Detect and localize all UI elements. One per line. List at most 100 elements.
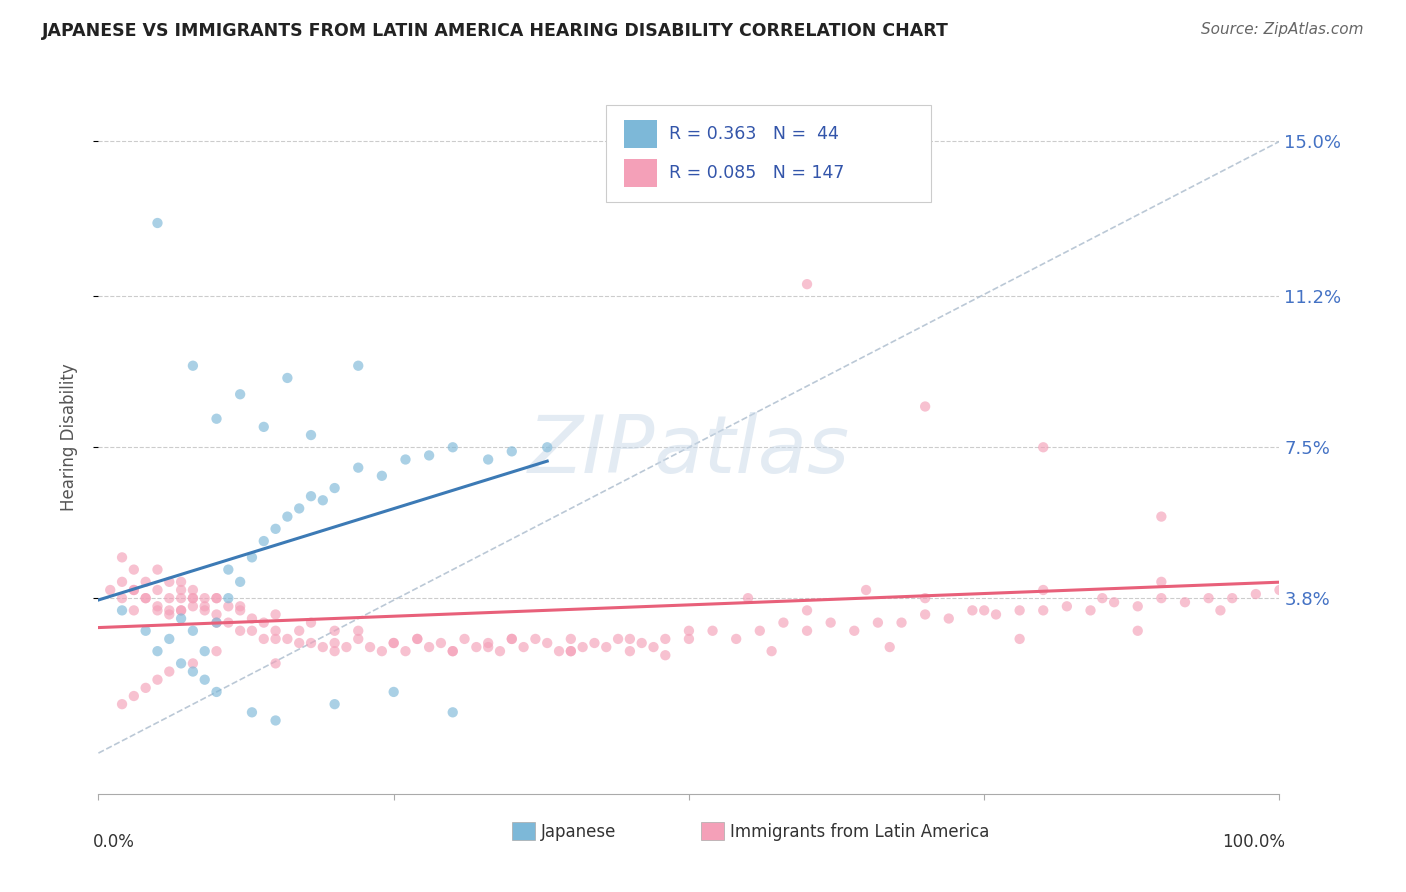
Point — [1150, 574, 1173, 589]
Point — [276, 371, 298, 385]
Point — [607, 632, 630, 646]
Point — [217, 599, 239, 614]
Point — [264, 657, 287, 671]
Point — [347, 632, 370, 646]
Point — [229, 624, 252, 638]
Point — [146, 603, 169, 617]
Point — [135, 574, 157, 589]
Point — [1268, 582, 1291, 597]
Point — [1080, 603, 1102, 617]
Point — [135, 591, 157, 606]
FancyBboxPatch shape — [606, 105, 931, 202]
Point — [406, 632, 429, 646]
Point — [560, 644, 582, 658]
Point — [217, 591, 239, 606]
Point — [323, 481, 346, 495]
Point — [1198, 591, 1220, 606]
Point — [229, 574, 252, 589]
Point — [288, 624, 311, 638]
Point — [111, 574, 134, 589]
Point — [240, 611, 263, 625]
Point — [170, 591, 193, 606]
Point — [240, 624, 263, 638]
Point — [253, 615, 276, 630]
Point — [181, 599, 204, 614]
Point — [347, 624, 370, 638]
Point — [205, 615, 228, 630]
Point — [441, 644, 464, 658]
Point — [111, 591, 134, 606]
Point — [371, 468, 394, 483]
Point — [170, 574, 193, 589]
Point — [205, 591, 228, 606]
Point — [299, 615, 322, 630]
Point — [312, 493, 335, 508]
Point — [441, 706, 464, 720]
Point — [619, 632, 641, 646]
Point — [205, 644, 228, 658]
Point — [866, 615, 889, 630]
Point — [323, 697, 346, 711]
Point — [205, 685, 228, 699]
Point — [725, 632, 748, 646]
Point — [1032, 582, 1054, 597]
Point — [135, 624, 157, 638]
Point — [1126, 599, 1149, 614]
Point — [595, 640, 617, 654]
Point — [796, 277, 818, 292]
Point — [1220, 591, 1243, 606]
Point — [157, 632, 180, 646]
Point — [962, 603, 984, 617]
Point — [205, 615, 228, 630]
Text: 0.0%: 0.0% — [93, 833, 135, 851]
Point — [240, 706, 263, 720]
Point — [347, 359, 370, 373]
Point — [938, 611, 960, 625]
Point — [323, 636, 346, 650]
Point — [844, 624, 866, 638]
Point — [181, 591, 204, 606]
Text: JAPANESE VS IMMIGRANTS FROM LATIN AMERICA HEARING DISABILITY CORRELATION CHART: JAPANESE VS IMMIGRANTS FROM LATIN AMERIC… — [42, 22, 949, 40]
Point — [122, 582, 145, 597]
Point — [1091, 591, 1114, 606]
Point — [678, 624, 700, 638]
Point — [489, 644, 512, 658]
Point — [194, 673, 217, 687]
Point — [229, 603, 252, 617]
Point — [146, 599, 169, 614]
Point — [181, 359, 204, 373]
Point — [914, 400, 936, 414]
Point — [181, 582, 204, 597]
Point — [170, 582, 193, 597]
Point — [347, 460, 370, 475]
FancyBboxPatch shape — [624, 120, 657, 148]
Point — [111, 603, 134, 617]
FancyBboxPatch shape — [624, 159, 657, 187]
Point — [914, 607, 936, 622]
Point — [146, 673, 169, 687]
Point — [430, 636, 453, 650]
Point — [359, 640, 381, 654]
Point — [477, 640, 499, 654]
Point — [879, 640, 901, 654]
Point — [170, 603, 193, 617]
Point — [418, 640, 440, 654]
Point — [181, 657, 204, 671]
Point — [157, 665, 180, 679]
Point — [796, 603, 818, 617]
Point — [796, 624, 818, 638]
Point — [194, 599, 217, 614]
Point — [560, 644, 582, 658]
Point — [737, 591, 759, 606]
Point — [299, 489, 322, 503]
Point — [205, 411, 228, 425]
Point — [122, 563, 145, 577]
Point — [512, 640, 534, 654]
Point — [820, 615, 842, 630]
Point — [583, 636, 606, 650]
Point — [465, 640, 488, 654]
FancyBboxPatch shape — [700, 822, 724, 840]
Point — [382, 685, 405, 699]
Text: ZIPatlas: ZIPatlas — [527, 412, 851, 491]
Point — [1032, 440, 1054, 454]
